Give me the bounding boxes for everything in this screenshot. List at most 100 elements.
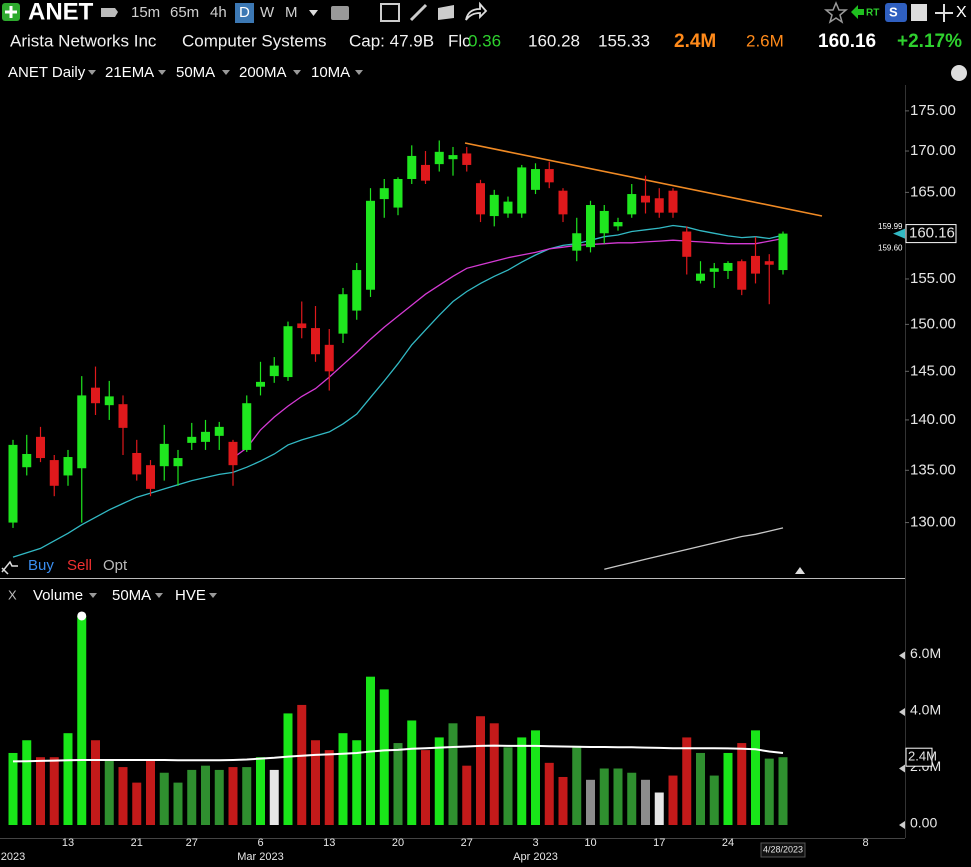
volume-bar: [737, 743, 747, 825]
x-tick-label: 13: [62, 837, 74, 849]
volume-bar: [269, 769, 279, 825]
legend-item[interactable]: HVE: [175, 587, 206, 604]
volume-bar: [297, 704, 307, 825]
volume-bar: [36, 757, 45, 825]
volume-bar: [201, 765, 210, 825]
interval[interactable]: 65m: [170, 4, 199, 21]
legend-item[interactable]: 200MA: [239, 64, 287, 81]
x-month-label: Mar 2023: [237, 851, 283, 863]
icon[interactable]: [465, 1, 488, 21]
y-tick-label: 140.00: [910, 411, 956, 428]
candle-body: [77, 395, 87, 469]
icon[interactable]: [380, 3, 400, 22]
volume-bar: [668, 775, 678, 825]
trendline[interactable]: [464, 142, 823, 217]
y-tick-label: 135.00: [910, 461, 956, 478]
volume-bar: [448, 723, 458, 825]
volume-bar: [421, 750, 430, 825]
legend-item[interactable]: 50MA: [112, 587, 151, 604]
volume-bar: [256, 757, 265, 825]
candle-body: [393, 179, 403, 208]
volume-bar: [764, 758, 774, 825]
volume-bar: [173, 782, 183, 825]
candle-body: [146, 465, 155, 489]
interval[interactable]: M: [285, 4, 298, 21]
sell-button[interactable]: Sell: [67, 557, 92, 574]
volume-bar: [8, 752, 18, 825]
volume-bar: [352, 740, 362, 825]
candle-body: [668, 190, 678, 213]
volume-bar: [214, 769, 224, 825]
candle-body: [434, 151, 444, 165]
move-icon[interactable]: [935, 4, 953, 22]
icon[interactable]: [911, 4, 927, 21]
watch-star[interactable]: [823, 1, 849, 24]
y-tick-label: 6.0M: [910, 645, 941, 661]
candle-body: [104, 396, 114, 406]
candle-body: [214, 426, 224, 436]
rt-button[interactable]: RT: [866, 8, 879, 19]
dropdown[interactable]: [88, 70, 363, 75]
color-icon[interactable]: [951, 65, 967, 81]
icon[interactable]: [101, 8, 118, 17]
volume-bar: [751, 730, 760, 825]
volume-bar: [118, 767, 128, 825]
x-tick-label: 10: [584, 837, 596, 849]
interval[interactable]: W: [260, 4, 275, 21]
interval[interactable]: D: [239, 4, 250, 21]
y-tick-label: 165.00: [910, 183, 956, 200]
interval[interactable]: 15m: [131, 4, 160, 21]
scroll-marker[interactable]: [795, 567, 805, 574]
legend-item[interactable]: 10MA: [311, 64, 350, 81]
icon[interactable]: [1, 560, 18, 575]
dropdown[interactable]: [309, 10, 318, 16]
ma-line: [604, 527, 784, 570]
volume-bar: [599, 768, 609, 825]
float-label: Flc: [448, 31, 471, 50]
candle-body: [558, 190, 568, 215]
options-button[interactable]: Opt: [103, 557, 128, 574]
legend-item[interactable]: 50MA: [176, 64, 215, 81]
y-tick-label: 175.00: [910, 102, 956, 119]
volume-bar: [393, 743, 403, 825]
close-button[interactable]: X: [956, 4, 967, 21]
icon[interactable]: [438, 5, 454, 20]
price-change: +2.17%: [897, 31, 962, 52]
volume-bar: [311, 740, 320, 825]
close-pane[interactable]: X: [8, 587, 17, 602]
icon[interactable]: [851, 5, 864, 19]
candle-body: [22, 453, 32, 468]
x-tick-label: 4/28/2023: [763, 844, 803, 854]
x-tick-label: 3: [532, 837, 538, 849]
price-pane: [8, 140, 823, 570]
candle-body: [599, 210, 609, 234]
legend-item[interactable]: 21EMA: [105, 64, 154, 81]
candle-body: [366, 200, 375, 290]
icon[interactable]: [409, 3, 428, 22]
legend-title[interactable]: ANET Daily: [8, 64, 86, 81]
volume-bar: [242, 767, 252, 825]
industry: Computer Systems: [182, 31, 327, 50]
float: 0.36: [468, 31, 501, 50]
icon[interactable]: [331, 6, 349, 20]
volume-bar: [132, 782, 142, 825]
symbol[interactable]: ANET: [28, 0, 94, 25]
volume-bar: [627, 772, 637, 825]
buy-button[interactable]: Buy: [28, 557, 54, 574]
legend-title[interactable]: Volume: [33, 587, 83, 604]
candle-body: [476, 183, 485, 215]
candle-body: [49, 460, 59, 486]
candle-body: [421, 164, 430, 181]
s-button[interactable]: S: [889, 4, 898, 19]
quote-bar: Arista Networks Inc Computer Systems Cap…: [10, 31, 962, 52]
volume-bar: [544, 762, 554, 825]
volume-bar: [696, 752, 705, 825]
avg-volume: 2.6M: [746, 31, 784, 50]
candle-body: [723, 262, 733, 271]
candle-body: [173, 458, 183, 467]
volume-bar: [572, 745, 582, 825]
market-cap: Cap: 47.9B: [349, 31, 434, 50]
interval[interactable]: 4h: [210, 4, 227, 21]
